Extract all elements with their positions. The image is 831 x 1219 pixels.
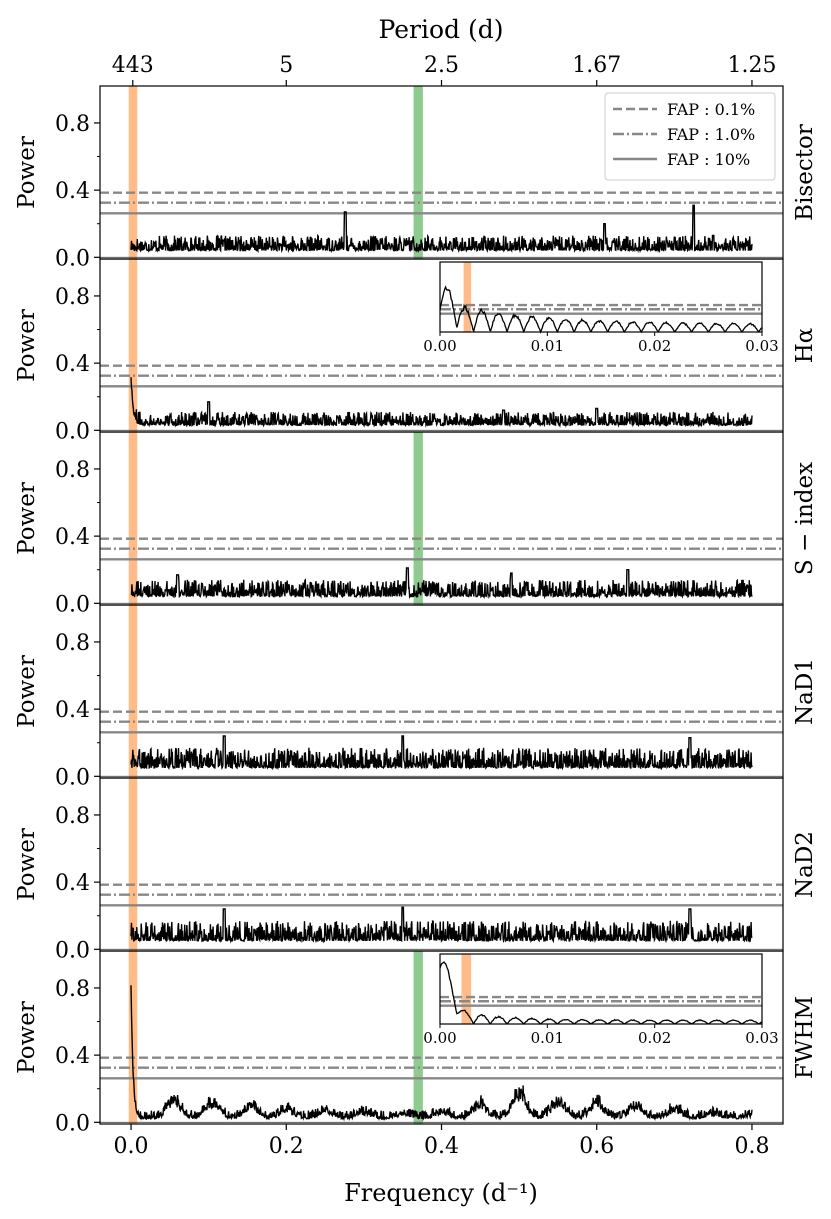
- legend-entry: FAP : 0.1%: [667, 100, 755, 119]
- green-band-5: [413, 951, 423, 1124]
- y-tick-label: 0.0: [55, 1111, 90, 1136]
- y-axis-label: Power: [14, 655, 40, 728]
- panel-label: FWHM: [792, 996, 818, 1079]
- inset-x-tick-label: 0.00: [423, 337, 456, 355]
- y-axis-label: Power: [14, 136, 40, 209]
- periodogram-line-1: [130, 377, 753, 429]
- green-band-0: [413, 86, 423, 259]
- y-tick-label: 0.4: [55, 1044, 90, 1069]
- y-tick-label: 0.8: [55, 285, 90, 310]
- y-axis-label: Power: [14, 309, 40, 382]
- y-tick-label: 0.4: [55, 698, 90, 723]
- inset-1: 0.00 0.01 0.02 0.03: [423, 261, 779, 355]
- y-tick-label: 0.4: [55, 179, 90, 204]
- y-tick-label: 0.0: [55, 592, 90, 617]
- y-axis-label: Power: [14, 1001, 40, 1074]
- top-tick-label: 443: [112, 53, 154, 78]
- x-tick-label: 0.0: [114, 1134, 149, 1159]
- y-tick-label: 0.0: [55, 419, 90, 444]
- periodogram-line-5: [130, 985, 753, 1122]
- panel-label: NaD2: [792, 831, 818, 898]
- y-tick-label: 0.8: [55, 977, 90, 1002]
- panel-4: 0.0 0.4 0.8 Power NaD2: [14, 777, 818, 963]
- top-tick-label: 2.5: [424, 53, 459, 78]
- y-tick-label: 0.8: [55, 458, 90, 483]
- inset-x-tick-label: 0.02: [638, 1029, 671, 1047]
- panel-label: Bisector: [792, 124, 818, 221]
- x-tick-label: 0.2: [269, 1134, 304, 1159]
- panel-frame-2: [99, 431, 784, 606]
- legend-entry: FAP : 10%: [667, 150, 750, 169]
- panel-3: 0.0 0.4 0.8 Power NaD1: [14, 604, 818, 790]
- panel-0: 0.0 0.4 0.8 Power Bisector: [14, 85, 818, 271]
- y-tick-label: 0.8: [55, 112, 90, 137]
- y-tick-label: 0.8: [55, 631, 90, 656]
- legend-entry: FAP : 1.0%: [667, 125, 755, 144]
- y-axis-label: Power: [14, 482, 40, 555]
- inset-orange-band-5: [461, 954, 472, 1024]
- panel-frame-4: [99, 777, 784, 952]
- inset-x-tick-label: 0.03: [745, 1029, 778, 1047]
- x-tick-label: 0.8: [734, 1134, 769, 1159]
- top-tick-label: 1.67: [572, 53, 621, 78]
- x-tick-label: 0.6: [579, 1134, 614, 1159]
- inset-5: 0.00 0.01 0.02 0.03: [423, 953, 779, 1047]
- y-tick-label: 0.4: [55, 525, 90, 550]
- y-tick-label: 0.0: [55, 765, 90, 790]
- x-axis-label: Frequency (d⁻¹): [344, 1179, 538, 1207]
- periodogram-line-3: [130, 735, 753, 771]
- inset-x-tick-label: 0.01: [531, 1029, 564, 1047]
- y-tick-label: 0.0: [55, 938, 90, 963]
- periodogram-line-4: [130, 906, 753, 944]
- y-tick-label: 0.0: [55, 246, 90, 271]
- y-axis-label: Power: [14, 828, 40, 901]
- y-tick-label: 0.8: [55, 804, 90, 829]
- top-tick-label: 1.25: [727, 53, 776, 78]
- inset-frame-5: [439, 953, 763, 1025]
- x-tick-label: 0.4: [424, 1134, 459, 1159]
- inset-background-5: [440, 954, 762, 1024]
- y-tick-label: 0.4: [55, 352, 90, 377]
- fap-legend: FAP : 0.1% FAP : 1.0% FAP : 10%: [604, 92, 776, 181]
- green-band-2: [413, 432, 423, 605]
- inset-orange-band-1: [463, 262, 472, 332]
- panel-label: Hα: [792, 328, 818, 364]
- panel-label: S − index: [792, 462, 818, 575]
- periodogram-line-2: [130, 567, 753, 600]
- axes: 0.0 0.2 0.4 0.6 0.8 443 5 2.5 1.67 1.25: [112, 53, 777, 1159]
- top-tick-label: 5: [279, 53, 293, 78]
- y-tick-label: 0.4: [55, 871, 90, 896]
- inset-x-tick-label: 0.01: [531, 337, 564, 355]
- panel-label: NaD1: [792, 658, 818, 725]
- inset-x-tick-label: 0.03: [745, 337, 778, 355]
- inset-x-tick-label: 0.00: [423, 1029, 456, 1047]
- periodogram-line-0: [130, 204, 753, 254]
- inset-frame-1: [439, 261, 763, 333]
- inset-x-tick-label: 0.02: [638, 337, 671, 355]
- top-axis-label: Period (d): [379, 15, 504, 44]
